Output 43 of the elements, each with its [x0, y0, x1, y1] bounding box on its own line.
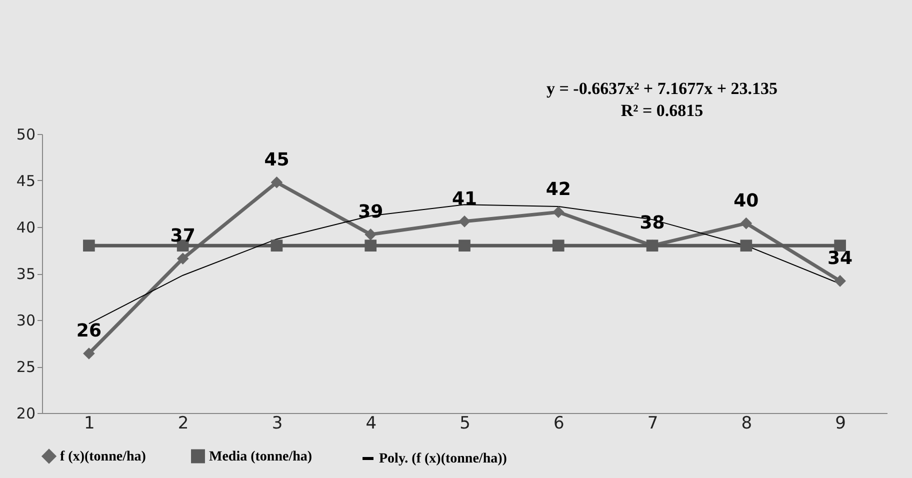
point	[364, 240, 377, 252]
x-tick-label: 2	[178, 414, 189, 434]
legend-label: Poly. (f (x)(tonne/ha))	[379, 452, 508, 466]
data-label: 38	[640, 212, 665, 234]
point	[364, 228, 377, 240]
x-tick-label: 4	[366, 414, 377, 434]
data-label: 41	[452, 188, 478, 210]
x-tick-label: 8	[741, 414, 752, 434]
y-tick-label: 35	[16, 265, 36, 283]
point	[458, 216, 470, 228]
text: R² = 0.6815	[620, 101, 704, 120]
legend-label: Media (tonne/ha)	[209, 449, 312, 464]
data-label: 34	[828, 248, 853, 269]
y-tick-label: 20	[16, 404, 36, 422]
point	[458, 240, 470, 252]
y-tick-label: 45	[16, 172, 36, 190]
data-label: 26	[76, 320, 102, 342]
point	[176, 252, 189, 265]
data-label: 40	[734, 190, 759, 212]
point	[83, 348, 95, 360]
y-tick-label: 25	[16, 358, 36, 376]
point	[834, 275, 846, 287]
point	[552, 206, 564, 218]
x-tick-label: 1	[84, 414, 95, 434]
point	[740, 217, 752, 230]
x-tick-label: 5	[460, 414, 470, 434]
data-label: 37	[170, 226, 196, 247]
point	[270, 240, 283, 252]
x-tick-label: 6	[553, 414, 564, 434]
point	[552, 240, 564, 252]
data-label: 42	[546, 179, 571, 200]
text: y = -0.6637x² + 7.1677x + 23.135	[546, 79, 778, 98]
point	[83, 240, 95, 252]
point	[740, 240, 752, 252]
x-tick-label: 9	[835, 414, 846, 434]
x-tick-label: 3	[272, 414, 283, 434]
point	[270, 176, 283, 188]
data-label: 45	[264, 149, 290, 170]
x-tick-label: 7	[647, 414, 658, 434]
y-tick-label: 40	[16, 218, 36, 236]
y-tick-label: 30	[16, 312, 36, 330]
legend-label: f (x)(tonne/ha)	[60, 449, 146, 464]
y-tick-label: 50	[16, 126, 36, 144]
